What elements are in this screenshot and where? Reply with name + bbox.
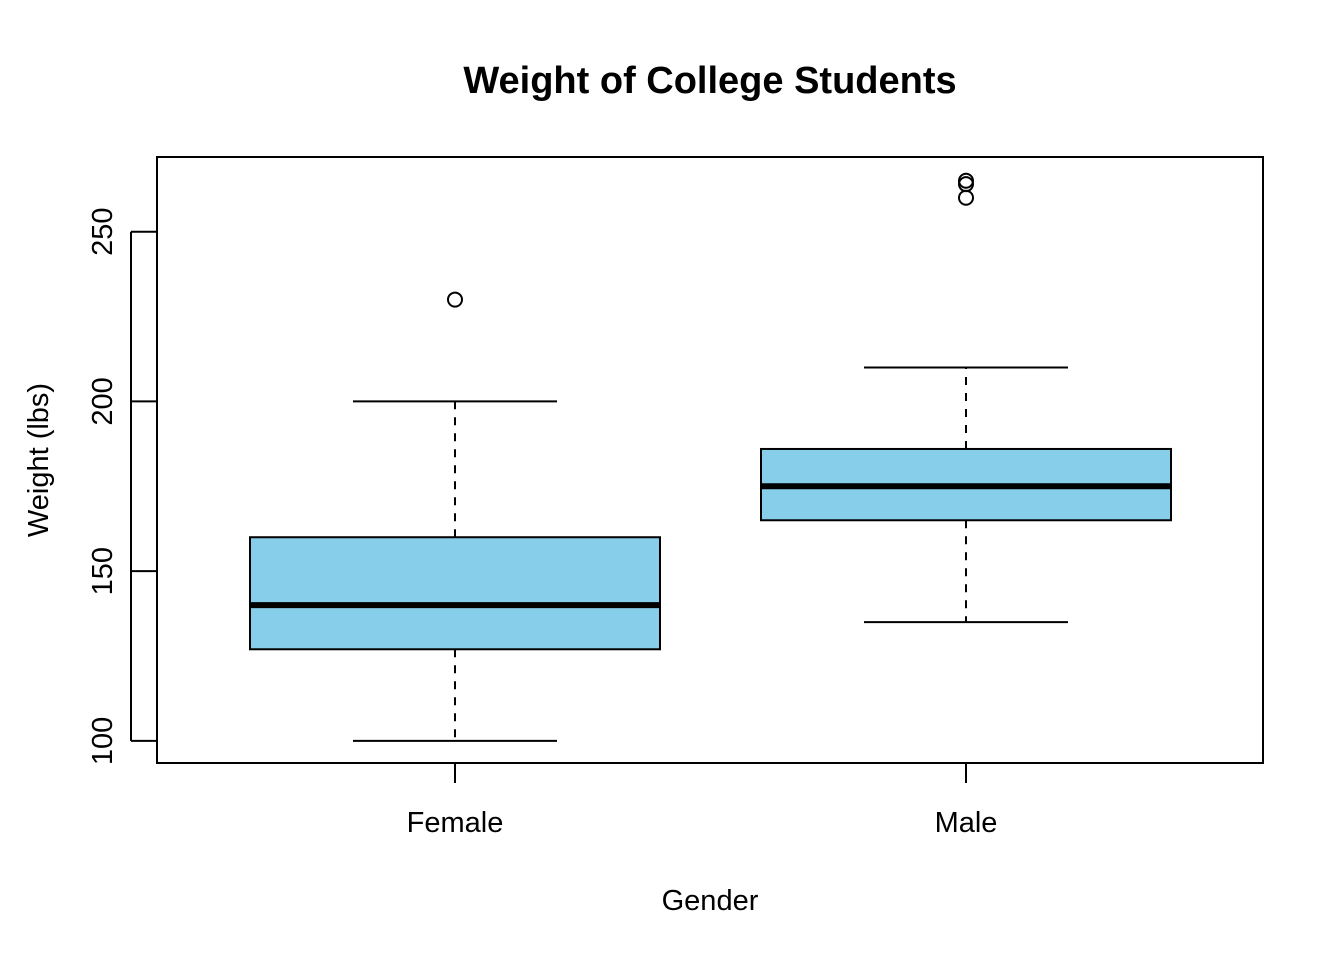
- y-tick-label: 200: [87, 377, 119, 425]
- plot-frame: [156, 156, 1264, 764]
- iqr-box: [249, 536, 661, 651]
- x-tick-label: Male: [935, 807, 998, 839]
- y-axis: 100 150 200 250: [87, 207, 157, 765]
- chart-title: Weight of College Students: [463, 60, 956, 102]
- y-tick-label: 250: [87, 207, 119, 255]
- x-axis-label: Gender: [662, 885, 759, 917]
- outlier-point: [958, 176, 974, 193]
- y-tick-label: 100: [87, 717, 119, 765]
- box-group-male: [760, 172, 1172, 624]
- y-axis-label: Weight (lbs): [23, 383, 55, 537]
- outlier-point: [447, 291, 463, 308]
- x-axis: Female Male: [407, 763, 998, 839]
- x-tick-label: Female: [407, 807, 504, 839]
- outlier-point: [958, 189, 974, 206]
- box-group-female: [249, 291, 661, 742]
- plot-area: [249, 172, 1172, 742]
- y-tick-label: 150: [87, 547, 119, 595]
- outlier-point: [958, 172, 974, 189]
